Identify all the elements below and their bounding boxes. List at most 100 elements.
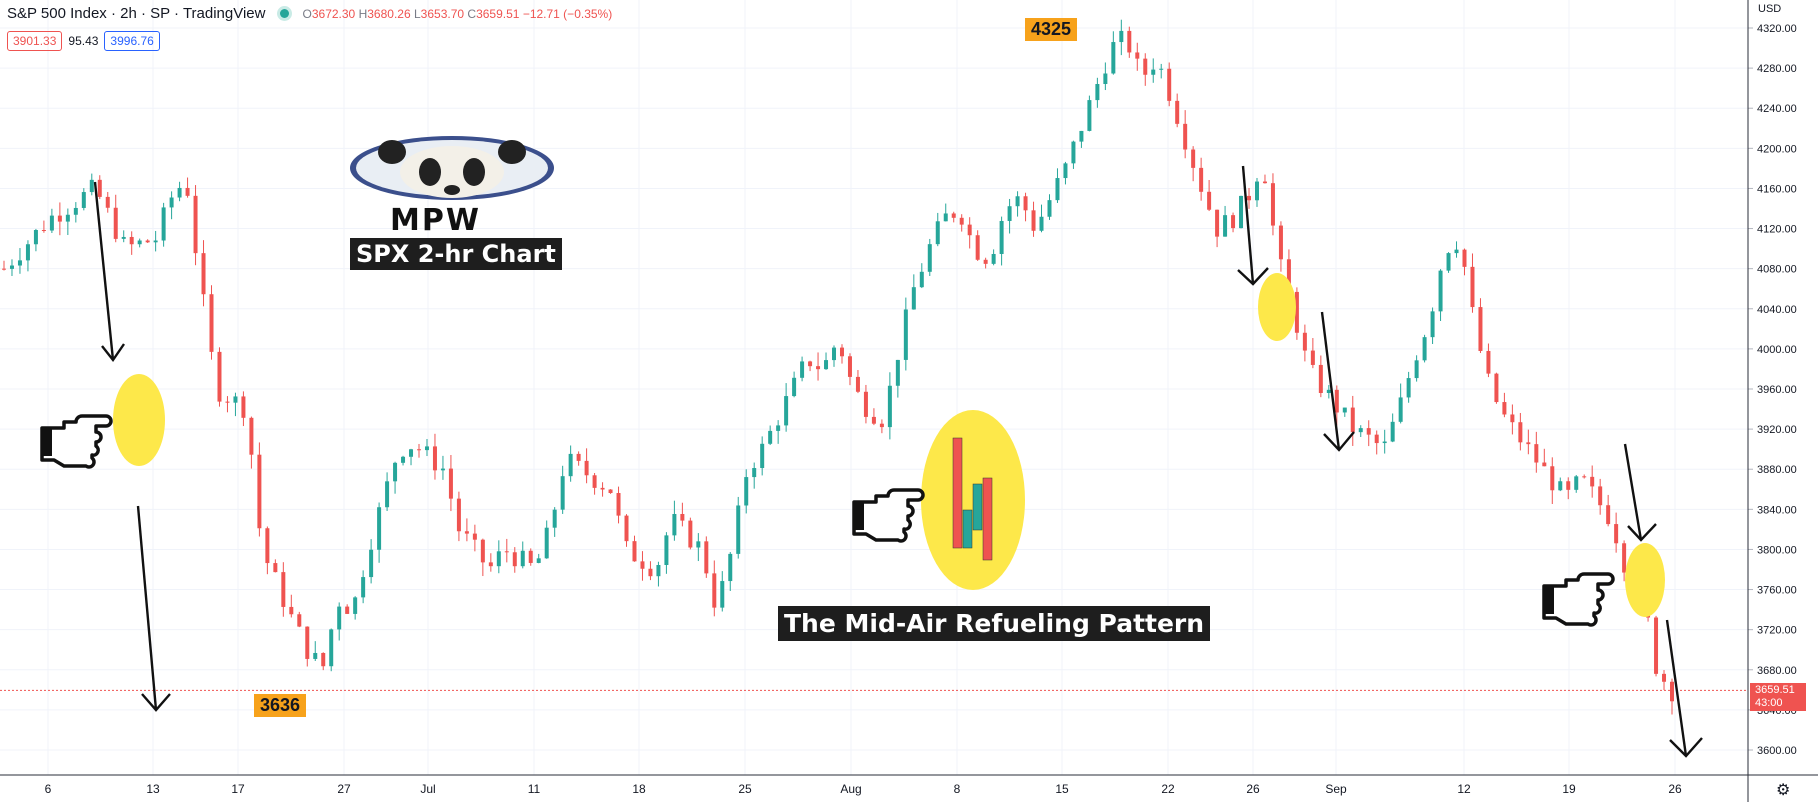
- candle-body: [1143, 58, 1148, 75]
- candle-body: [871, 416, 876, 424]
- candle-body: [1510, 414, 1515, 423]
- candle-body: [1446, 253, 1451, 271]
- candle-body: [1454, 249, 1459, 254]
- candle-body: [1374, 434, 1379, 444]
- candle-body: [81, 192, 86, 208]
- candle-body: [903, 309, 908, 360]
- candle-body: [1654, 617, 1659, 674]
- candle-body: [592, 475, 597, 488]
- candle-body: [943, 213, 948, 222]
- candle-body: [568, 453, 573, 477]
- candle-body: [528, 550, 533, 563]
- candle-body: [824, 360, 829, 370]
- sell-button[interactable]: 3901.33: [7, 31, 63, 51]
- candle-body: [927, 244, 932, 272]
- settings-gear-icon[interactable]: ⚙: [1776, 782, 1791, 799]
- candle-body: [1079, 130, 1084, 142]
- pattern-caption: The Mid-Air Refueling Pattern: [778, 606, 1211, 641]
- candle-body: [281, 572, 286, 607]
- x-tick-label: 11: [528, 782, 541, 796]
- symbol-title[interactable]: S&P 500 Index · 2h · SP · TradingView: [7, 5, 266, 22]
- candle-body: [935, 221, 940, 245]
- candle-body: [456, 498, 461, 532]
- candle-body: [1278, 225, 1283, 260]
- candle-body: [209, 294, 214, 352]
- candle-body: [1310, 350, 1315, 365]
- y-tick-label: 3680.00: [1757, 665, 1797, 677]
- spread-value: 95.43: [68, 34, 99, 48]
- candle-body: [1023, 196, 1028, 211]
- y-tick-label: 3840.00: [1757, 504, 1797, 516]
- y-tick-label: 4200.00: [1757, 143, 1797, 155]
- candle-body: [1039, 216, 1044, 231]
- highlight-ellipse-right: [1625, 543, 1665, 617]
- candle-body: [624, 515, 629, 542]
- candle-body: [472, 533, 477, 540]
- candle-body: [768, 430, 773, 444]
- change-value: −12.71 (−0.35%): [522, 6, 613, 21]
- buy-button[interactable]: 3996.76: [104, 31, 160, 51]
- candle-body: [1111, 42, 1116, 74]
- arrows: [93, 165, 1703, 758]
- candle-body: [704, 541, 709, 574]
- candle-body: [1047, 200, 1052, 217]
- candle-body: [1502, 402, 1507, 415]
- candle-body: [113, 207, 118, 239]
- candle-body: [409, 449, 414, 457]
- candle-body: [1622, 543, 1627, 573]
- candle-body: [1183, 123, 1188, 150]
- candle-body: [983, 259, 988, 264]
- grid: [0, 0, 1748, 775]
- candle-body: [480, 539, 485, 563]
- candle-body: [1670, 681, 1674, 702]
- candle-body: [145, 240, 150, 243]
- candle-body: [887, 385, 892, 428]
- candle-body: [512, 552, 517, 567]
- candle-body: [1614, 524, 1619, 544]
- candle-body: [839, 347, 844, 357]
- candle-body: [1606, 505, 1611, 525]
- candle-body: [832, 347, 837, 361]
- x-tick-label: 8: [954, 782, 961, 796]
- candle-body: [1342, 407, 1347, 413]
- candle-body: [1478, 307, 1483, 351]
- candle-body: [1486, 350, 1491, 374]
- candle-body: [448, 468, 453, 499]
- pointing-hand-icon: [852, 488, 925, 543]
- candle-body: [217, 351, 222, 402]
- x-tick-label: Jul: [420, 782, 435, 796]
- candle-body: [1095, 84, 1100, 101]
- candle-body: [1254, 181, 1259, 201]
- low-value: 3653.70: [420, 6, 465, 21]
- candle-body: [201, 253, 206, 295]
- candle-body: [1199, 167, 1204, 192]
- candle-body: [560, 476, 565, 510]
- candle-body: [951, 213, 956, 218]
- candle-body: [25, 244, 30, 261]
- candle-body: [1462, 249, 1467, 267]
- candle-body: [1159, 68, 1164, 70]
- currency-selector[interactable]: USD: [1758, 3, 1782, 15]
- candle-body: [1590, 476, 1595, 487]
- highlight-ellipse-left: [113, 374, 165, 466]
- high-value: 3680.26: [367, 6, 411, 21]
- candle-body: [552, 509, 557, 528]
- y-tick-label: 4280.00: [1757, 63, 1797, 75]
- candle-body: [776, 425, 781, 431]
- y-tick-label: 3760.00: [1757, 585, 1797, 597]
- candle-body: [305, 626, 310, 659]
- candle-body: [1318, 364, 1323, 393]
- candle-body: [1103, 73, 1108, 85]
- candle-body: [193, 195, 198, 254]
- candle-body: [1358, 428, 1363, 433]
- candle-body: [488, 562, 493, 567]
- candle-body: [616, 493, 621, 516]
- x-tick-label: 18: [632, 782, 646, 796]
- market-status-icon: [279, 9, 289, 18]
- candle-body: [600, 487, 605, 490]
- logo-text: MPW: [390, 203, 481, 238]
- low-price-tag: 3636: [254, 694, 307, 717]
- y-tick-label: 4080.00: [1757, 264, 1797, 276]
- candle-body: [967, 224, 972, 236]
